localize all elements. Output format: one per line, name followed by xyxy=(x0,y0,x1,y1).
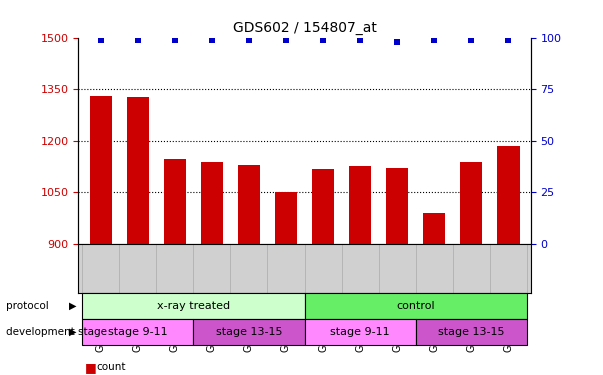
Bar xyxy=(89,96,112,244)
Bar xyxy=(305,292,527,319)
Point xyxy=(318,37,328,43)
Text: ▶: ▶ xyxy=(69,327,77,337)
Point xyxy=(429,37,439,43)
Title: GDS602 / 154807_at: GDS602 / 154807_at xyxy=(233,21,376,35)
Point xyxy=(170,37,180,43)
Text: stage 9-11: stage 9-11 xyxy=(330,327,390,337)
Point xyxy=(96,37,106,43)
Bar xyxy=(386,168,408,244)
Bar xyxy=(497,146,520,244)
Text: development stage: development stage xyxy=(6,327,107,337)
Point xyxy=(504,37,513,43)
Bar xyxy=(305,319,415,345)
Point xyxy=(467,37,476,43)
Bar xyxy=(82,319,194,345)
Bar xyxy=(349,166,371,244)
Bar xyxy=(460,162,482,244)
Bar xyxy=(312,169,334,244)
Bar xyxy=(163,159,186,244)
Point xyxy=(207,37,216,43)
Text: stage 9-11: stage 9-11 xyxy=(108,327,168,337)
Text: count: count xyxy=(96,363,126,372)
Bar xyxy=(82,292,305,319)
Text: control: control xyxy=(396,301,435,310)
Bar xyxy=(423,213,446,244)
Bar xyxy=(415,319,527,345)
Text: protocol: protocol xyxy=(6,301,49,310)
Bar xyxy=(238,165,260,244)
Text: ▶: ▶ xyxy=(69,301,77,310)
Text: stage 13-15: stage 13-15 xyxy=(216,327,282,337)
Bar xyxy=(127,97,149,244)
Point xyxy=(244,37,254,43)
Bar xyxy=(201,162,223,244)
Point xyxy=(281,37,291,43)
Point xyxy=(355,37,365,43)
Text: stage 13-15: stage 13-15 xyxy=(438,327,505,337)
Text: x-ray treated: x-ray treated xyxy=(157,301,230,310)
Point xyxy=(393,39,402,45)
Text: ■: ■ xyxy=(84,361,96,374)
Bar xyxy=(275,192,297,244)
Bar xyxy=(194,319,305,345)
Point xyxy=(133,37,142,43)
